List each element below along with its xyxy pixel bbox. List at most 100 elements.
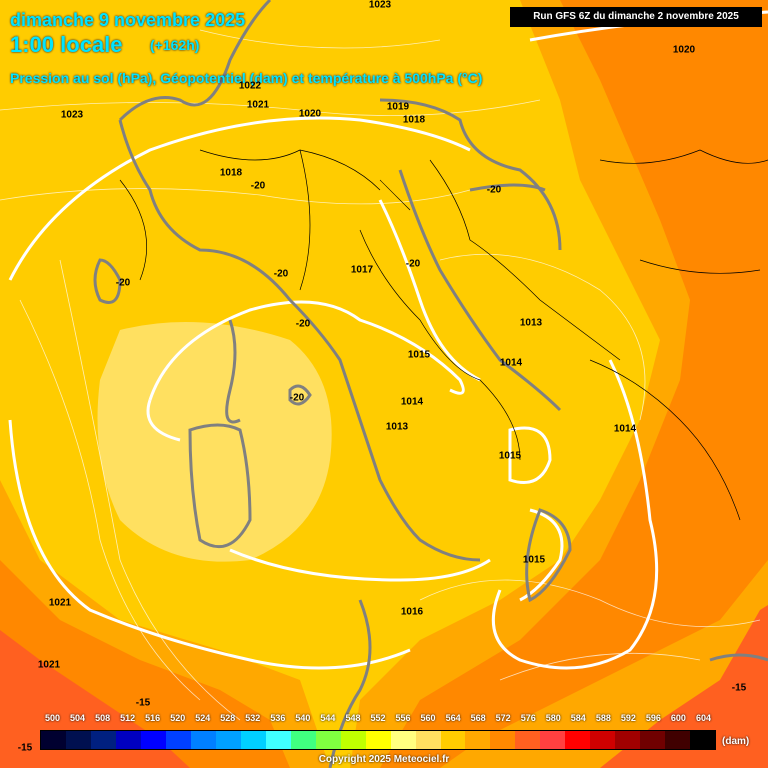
pressure-label: 1018 bbox=[219, 167, 243, 179]
legend-value: 536 bbox=[270, 713, 286, 723]
pressure-label: 1015 bbox=[498, 450, 522, 462]
legend-value: 588 bbox=[595, 713, 611, 723]
geopotential-band-572 bbox=[380, 0, 768, 768]
isobars bbox=[0, 29, 761, 721]
forecast-time: 1:00 locale bbox=[10, 32, 123, 57]
legend-value: 520 bbox=[170, 713, 186, 723]
run-info-box: Run GFS 6Z du dimanche 2 novembre 2025 bbox=[510, 7, 762, 27]
pressure-label: 1021 bbox=[246, 99, 270, 111]
pressure-label: 1023 bbox=[368, 0, 392, 11]
legend-color-bar bbox=[40, 730, 716, 750]
legend-swatch bbox=[465, 731, 491, 749]
legend-value: 508 bbox=[95, 713, 111, 723]
legend-value: 604 bbox=[695, 713, 711, 723]
legend-value: 576 bbox=[520, 713, 536, 723]
temperature-label: -20 bbox=[250, 180, 266, 192]
legend-value: 544 bbox=[320, 713, 336, 723]
legend-value: 516 bbox=[145, 713, 161, 723]
legend-swatch bbox=[640, 731, 666, 749]
legend-value: 504 bbox=[70, 713, 86, 723]
legend-value: 564 bbox=[445, 713, 461, 723]
pressure-label: 1023 bbox=[60, 109, 84, 121]
pressure-label: 1020 bbox=[672, 44, 696, 56]
geopotential-contours bbox=[8, 10, 768, 670]
temperature-label: -15 bbox=[135, 697, 151, 709]
legend-swatch bbox=[565, 731, 591, 749]
legend-value: 596 bbox=[645, 713, 661, 723]
pressure-label: 1014 bbox=[400, 396, 424, 408]
legend-value: 592 bbox=[620, 713, 636, 723]
legend-swatch bbox=[415, 731, 441, 749]
legend-value: 524 bbox=[195, 713, 211, 723]
legend-swatch bbox=[140, 731, 166, 749]
legend-swatch bbox=[340, 731, 366, 749]
legend-swatch bbox=[365, 731, 391, 749]
pressure-label: 1013 bbox=[519, 317, 543, 329]
legend-swatch bbox=[690, 731, 716, 749]
legend-swatch bbox=[590, 731, 616, 749]
temperature-label: -20 bbox=[289, 392, 305, 404]
legend-value: 572 bbox=[495, 713, 511, 723]
pressure-label: 1015 bbox=[522, 554, 546, 566]
legend-swatch bbox=[315, 731, 341, 749]
legend-value: 580 bbox=[545, 713, 561, 723]
legend-value: 548 bbox=[345, 713, 361, 723]
temperature-label: -20 bbox=[486, 184, 502, 196]
legend-value: 584 bbox=[570, 713, 586, 723]
legend-value: 556 bbox=[395, 713, 411, 723]
legend-swatch bbox=[115, 731, 141, 749]
legend-value: 512 bbox=[120, 713, 136, 723]
legend-value: 528 bbox=[220, 713, 236, 723]
legend-swatch bbox=[540, 731, 566, 749]
legend-swatch bbox=[215, 731, 241, 749]
legend-swatch bbox=[390, 731, 416, 749]
pressure-label: 1021 bbox=[48, 597, 72, 609]
pressure-label: 1018 bbox=[402, 114, 426, 126]
borders bbox=[119, 149, 768, 521]
iso-temperature-lines bbox=[379, 179, 411, 211]
legend-swatch bbox=[490, 731, 516, 749]
legend-unit: (dam) bbox=[722, 736, 750, 747]
legend-swatch bbox=[190, 731, 216, 749]
legend-value: 540 bbox=[295, 713, 311, 723]
legend-swatch bbox=[615, 731, 641, 749]
legend-swatch bbox=[240, 731, 266, 749]
pressure-label: 1019 bbox=[386, 101, 410, 113]
pressure-label: 1022 bbox=[238, 80, 262, 92]
pressure-label: 1015 bbox=[407, 349, 431, 361]
temperature-label: -20 bbox=[405, 258, 421, 270]
pressure-label: 1014 bbox=[499, 357, 523, 369]
forecast-lead-time: (+162h) bbox=[150, 37, 200, 53]
geopotential-band-576 bbox=[600, 605, 768, 768]
legend-swatch bbox=[41, 731, 66, 749]
coastline bbox=[93, 0, 768, 768]
pressure-label: 1017 bbox=[350, 264, 374, 276]
legend-value: 600 bbox=[670, 713, 686, 723]
geopotential-band-560 bbox=[97, 322, 332, 562]
legend-swatch bbox=[265, 731, 291, 749]
legend-swatch bbox=[515, 731, 541, 749]
temperature-label: -15 bbox=[17, 742, 33, 754]
forecast-date: dimanche 9 novembre 2025 bbox=[10, 10, 246, 30]
legend-values: 500 504 508 512 516 520 524 528 532 536 540 544 548 5… bbox=[40, 713, 716, 727]
temperature-label: -20 bbox=[273, 268, 289, 280]
legend-swatch bbox=[665, 731, 691, 749]
legend-value: 532 bbox=[245, 713, 261, 723]
legend-value: 552 bbox=[370, 713, 386, 723]
copyright: Copyright 2025 Meteociel.fr bbox=[318, 754, 450, 765]
legend-swatch bbox=[65, 731, 91, 749]
legend-swatch bbox=[290, 731, 316, 749]
temperature-label: -15 bbox=[731, 682, 747, 694]
legend-value: 568 bbox=[470, 713, 486, 723]
legend-swatch bbox=[90, 731, 116, 749]
pressure-label: 1014 bbox=[613, 423, 637, 435]
pressure-label: 1021 bbox=[37, 659, 61, 671]
pressure-label: 1013 bbox=[385, 421, 409, 433]
legend-value: 500 bbox=[45, 713, 61, 723]
pressure-label: 1020 bbox=[298, 108, 322, 120]
pressure-label: 1016 bbox=[400, 606, 424, 618]
parameters-title: Pression au sol (hPa), Géopotentiel (dam… bbox=[10, 70, 483, 86]
legend-value: 560 bbox=[420, 713, 436, 723]
legend-swatch bbox=[440, 731, 466, 749]
